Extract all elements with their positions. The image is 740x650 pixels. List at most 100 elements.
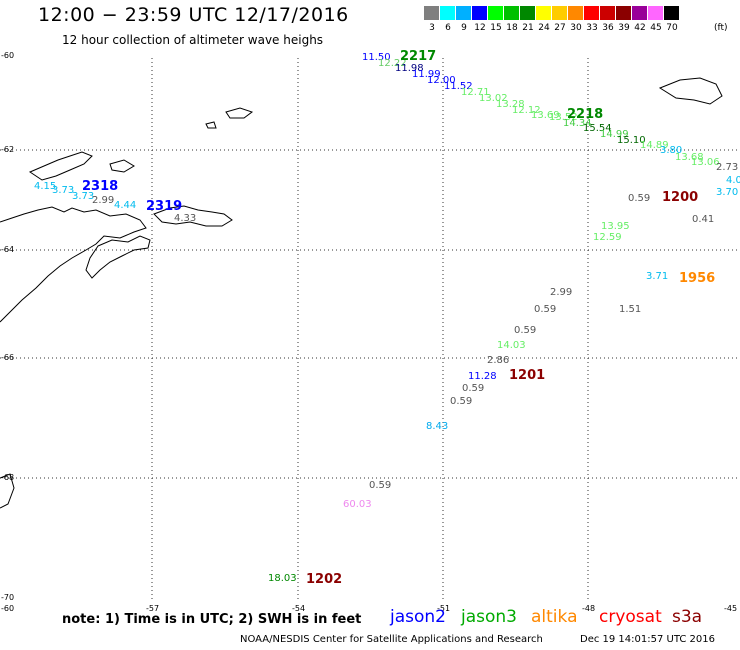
color-swatch	[552, 6, 568, 20]
swh-observation: 15.54	[583, 123, 612, 134]
legend-altika: altika	[531, 607, 578, 627]
latitude-label: -66	[1, 353, 14, 362]
color-swatch	[664, 6, 680, 20]
swh-observation: 4.0	[726, 175, 740, 186]
swh-observation: 60.03	[343, 499, 372, 510]
track-time-label: 2318	[82, 179, 118, 194]
swh-observation: 2.86	[487, 355, 509, 366]
swh-observation: 11.28	[468, 371, 497, 382]
color-scale-labels: 3 6 9 12 15 18 21 24 27 30 33 36 39 42 45 70	[424, 23, 680, 33]
credit-line: NOAA/NESDIS Center for Satellite Applica…	[240, 634, 543, 645]
color-swatch-label: 33	[586, 23, 598, 33]
latitude-label: -70	[1, 593, 14, 602]
coastline	[0, 77, 723, 509]
track-time-label: 1200	[662, 190, 698, 205]
color-swatch	[568, 6, 584, 20]
color-swatch-label: 3	[429, 23, 435, 33]
swh-observation: 11.99	[412, 69, 441, 80]
legend-jason2: jason2	[390, 607, 446, 627]
longitude-label: -51	[437, 604, 450, 613]
swh-observation: 0.59	[514, 325, 536, 336]
swh-observation: 3.70	[716, 187, 738, 198]
swh-observation: 8.43	[426, 421, 448, 432]
swh-observation: 13.95	[601, 221, 630, 232]
color-swatch-label: 9	[461, 23, 467, 33]
swh-observation: 2.99	[92, 195, 114, 206]
color-scale-bar	[424, 6, 680, 20]
swh-observation: 12.59	[593, 232, 622, 243]
axis-labels: -60 -62 -64 -66 -68 -70 -60 -57 -54 -51 -48 -45	[1, 51, 737, 613]
color-swatch-label: 70	[666, 23, 678, 33]
color-swatch-label: 21	[522, 23, 534, 33]
color-swatch	[472, 6, 488, 20]
swh-observation: 4.33	[174, 213, 196, 224]
swh-observation: 12.71	[461, 87, 490, 98]
color-swatch	[488, 6, 504, 20]
longitude-label: -57	[146, 604, 159, 613]
swh-observation: 3.80	[660, 145, 682, 156]
swh-observation: 13.52	[549, 112, 578, 123]
timestamp: Dec 19 14:01:57 UTC 2016	[580, 634, 715, 645]
color-swatch-label: 12	[474, 23, 486, 33]
swh-observation: 13.02	[479, 93, 508, 104]
map-subtitle: 12 hour collection of altimeter wave hei…	[62, 33, 324, 47]
color-swatch-label: 15	[490, 23, 502, 33]
graticule	[0, 58, 740, 600]
swh-observation: 11.52	[444, 81, 473, 92]
swh-observation: 4.15	[34, 181, 56, 192]
swh-observation: 0.59	[450, 396, 472, 407]
latitude-label: -68	[1, 473, 14, 482]
longitude-label: -54	[292, 604, 305, 613]
color-swatch	[584, 6, 600, 20]
longitude-label: -45	[724, 604, 737, 613]
latitude-label: -62	[1, 145, 14, 154]
swh-observation: 3.73	[52, 185, 74, 196]
latitude-label: -60	[1, 51, 14, 60]
color-swatch-label: 27	[554, 23, 566, 33]
color-swatch	[536, 6, 552, 20]
color-swatch-label: 30	[570, 23, 582, 33]
swh-observation: 4.44	[114, 200, 136, 211]
swh-observation: 18.03	[268, 573, 297, 584]
footer-note: note: 1) Time is in UTC; 2) SWH is in fe…	[62, 612, 362, 627]
color-swatch-label: 18	[506, 23, 518, 33]
swh-observation: 0.59	[462, 383, 484, 394]
swh-observation: 13.69	[531, 110, 560, 121]
track-time-label: 1202	[306, 572, 342, 587]
color-swatch	[504, 6, 520, 20]
map-title: 12:00 − 23:59 UTC 12/17/2016	[38, 4, 349, 26]
track-time-label: 1956	[679, 271, 715, 286]
track-times-layer: 2217 2218 1200 1956 1201 1202 2318 2319	[82, 49, 715, 587]
swh-observation: 0.59	[628, 193, 650, 204]
track-time-label: 1201	[509, 368, 545, 383]
swh-observation: 2.73	[716, 162, 738, 173]
swh-observation: 11.50	[362, 52, 391, 63]
color-scale-unit: (ft)	[714, 23, 728, 33]
swh-observation: 14.89	[640, 140, 669, 151]
swh-observation: 11.98	[395, 63, 424, 74]
color-swatch	[456, 6, 472, 20]
swh-observation: 15.10	[617, 135, 646, 146]
longitude-label: -48	[582, 604, 595, 613]
color-swatch	[600, 6, 616, 20]
track-time-label: 2218	[567, 107, 603, 122]
swh-observation: 3.71	[646, 271, 668, 282]
color-swatch-label: 36	[602, 23, 614, 33]
color-swatch-label: 6	[445, 23, 451, 33]
swh-observation: 1.51	[619, 304, 641, 315]
longitude-label: -60	[1, 604, 14, 613]
color-swatch	[648, 6, 664, 20]
swh-observation: 13.68	[675, 152, 704, 163]
swh-observation: 2.99	[550, 287, 572, 298]
legend-cryosat: cryosat	[599, 607, 662, 627]
color-swatch-label: 42	[634, 23, 646, 33]
swh-observation: 14.34	[563, 118, 592, 129]
swh-observation: 12.00	[427, 75, 456, 86]
swh-observation: 12.22	[378, 58, 407, 69]
track-time-label: 2319	[146, 199, 182, 214]
legend-jason3: jason3	[461, 607, 517, 627]
color-swatch-label: 24	[538, 23, 550, 33]
color-swatch	[632, 6, 648, 20]
swh-observation: 13.06	[691, 157, 720, 168]
